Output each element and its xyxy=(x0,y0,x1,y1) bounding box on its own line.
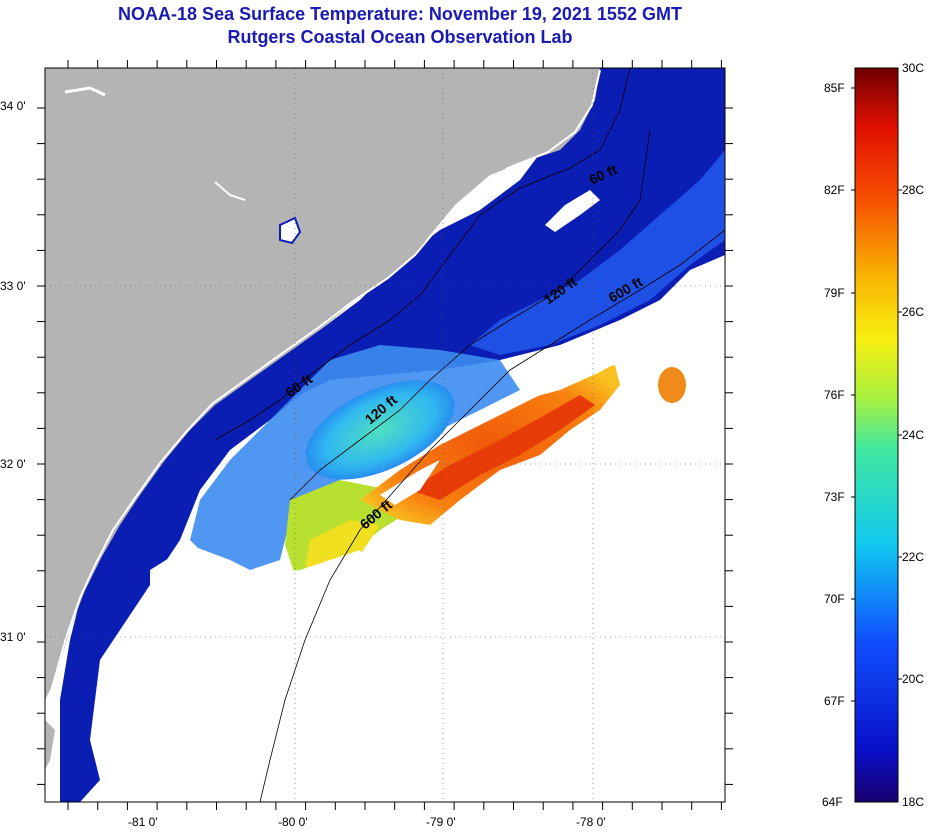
colorbar-f-85: 85F xyxy=(824,81,845,95)
lon-label-79: -79 0' xyxy=(426,815,456,829)
colorbar-f-67: 67F xyxy=(824,694,845,708)
colorbar-f-76: 76F xyxy=(824,388,845,402)
axis-ticks xyxy=(37,60,733,810)
colorbar-c-18: 18C xyxy=(902,795,924,809)
lat-label-32: 32 0' xyxy=(0,457,26,471)
lon-label-81: -81 0' xyxy=(128,815,158,829)
colorbar-f-70: 70F xyxy=(824,592,845,606)
coastline xyxy=(51,69,601,689)
colorbar-c-22: 22C xyxy=(902,550,924,564)
depth-contour-600ft xyxy=(259,229,725,802)
lat-label-34: 34 0' xyxy=(0,99,26,113)
inland-lake xyxy=(279,216,302,245)
colorbar-c-26: 26C xyxy=(902,305,924,319)
map-title: NOAA-18 Sea Surface Temperature: Novembe… xyxy=(118,4,682,24)
colorbar-f-82: 82F xyxy=(824,183,845,197)
depth-contour-60ft xyxy=(214,68,631,441)
inland-river xyxy=(214,181,246,201)
colorbar-c-30: 30C xyxy=(902,61,924,75)
cloud-streak-north xyxy=(545,190,600,232)
cloud-gap-gulf xyxy=(380,460,440,505)
cloud-patch-south xyxy=(140,545,380,802)
map-frame xyxy=(44,67,726,803)
lat-label-31: 31 0' xyxy=(0,630,26,644)
colorbar-f-73: 73F xyxy=(824,490,845,504)
colorbar-f-64: 64F xyxy=(822,795,843,809)
offshore-warm-spot xyxy=(658,367,686,403)
map-subtitle: Rutgers Coastal Ocean Observation Lab xyxy=(227,27,573,47)
colorbar: 85F 82F 79F 76F 73F 70F 67F 64F 30C 28C … xyxy=(822,61,924,809)
colorbar-f-79: 79F xyxy=(824,286,845,300)
lat-label-33: 33 0' xyxy=(0,279,26,293)
land-mass xyxy=(45,68,600,700)
colorbar-ticks xyxy=(851,87,902,702)
inland-lake-north xyxy=(64,86,106,97)
colorbar-c-28: 28C xyxy=(902,183,924,197)
colorbar-c-24: 24C xyxy=(902,428,924,442)
lon-label-80: -80 0' xyxy=(278,815,308,829)
land-mass-south xyxy=(45,720,55,770)
gulf-stream-core xyxy=(410,395,595,500)
colorbar-c-20: 20C xyxy=(902,672,924,686)
cold-water-region xyxy=(60,68,725,802)
mid-blue-region xyxy=(470,150,725,355)
map-panel: 60 ft 120 ft 600 ft 120 ft 600 ft 60 ft xyxy=(45,68,725,802)
lon-label-78: -78 0' xyxy=(576,815,606,829)
graticule xyxy=(45,68,725,802)
teal-region xyxy=(305,380,455,480)
cloud-streak-mid xyxy=(520,345,635,398)
yellow-shelf-region xyxy=(305,520,380,570)
colorbar-gradient xyxy=(854,67,899,803)
depth-contour-120ft xyxy=(289,129,651,501)
